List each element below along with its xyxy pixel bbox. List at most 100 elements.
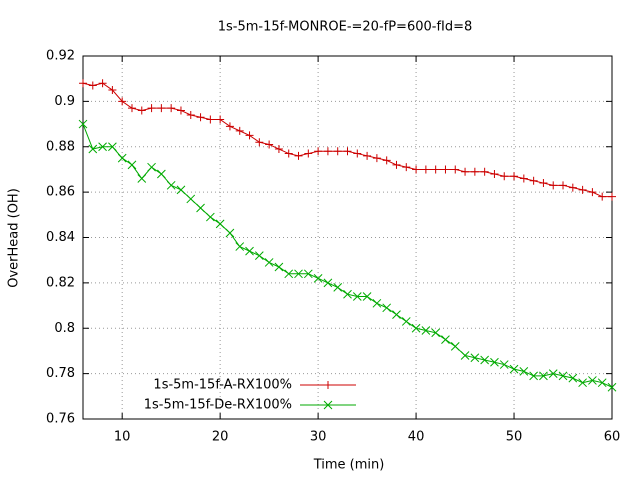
point [510, 172, 519, 181]
point [450, 342, 460, 351]
point [304, 149, 313, 158]
point [206, 115, 215, 124]
point [431, 328, 441, 338]
chart-title: 1s-5m-15f-MONROE-=20-fP=600-fId=8 [218, 20, 473, 35]
point [480, 355, 490, 365]
point [519, 174, 528, 183]
point [343, 289, 352, 299]
point [303, 269, 313, 279]
point [402, 163, 411, 172]
point [441, 165, 450, 174]
point [372, 298, 382, 308]
point [274, 145, 283, 154]
point [607, 382, 617, 392]
point [186, 194, 196, 204]
y-tick-label: 0.86 [46, 185, 75, 200]
point [245, 246, 254, 256]
point [559, 181, 568, 190]
x-tick-label: 10 [114, 430, 131, 445]
point [451, 165, 460, 174]
point [215, 219, 225, 229]
point [382, 303, 392, 313]
point [235, 242, 245, 251]
point [88, 81, 97, 90]
point [127, 104, 136, 113]
x-tick-label: 30 [310, 430, 327, 445]
point [500, 172, 509, 181]
point [108, 142, 117, 152]
point [186, 110, 195, 119]
point [166, 180, 176, 190]
point [157, 169, 166, 179]
point [333, 283, 343, 292]
point [352, 292, 362, 301]
x-axis-label: Time (min) [313, 458, 385, 473]
point [382, 156, 391, 165]
point [539, 371, 548, 381]
point [392, 310, 401, 319]
point [137, 174, 147, 183]
point [294, 269, 303, 279]
point [98, 142, 107, 152]
point [548, 369, 558, 378]
plot-border [82, 55, 613, 420]
point [216, 115, 225, 124]
point [284, 269, 294, 279]
point [176, 185, 186, 195]
y-tick-label: 0.82 [46, 275, 75, 290]
point [117, 153, 127, 163]
point [265, 140, 274, 149]
point [578, 185, 587, 194]
point [401, 317, 411, 326]
point [323, 278, 333, 288]
point [196, 203, 205, 213]
point [108, 86, 117, 95]
point [79, 79, 87, 88]
point [588, 376, 597, 385]
point [411, 323, 421, 333]
point [441, 335, 450, 344]
point [519, 367, 529, 376]
point [323, 147, 332, 156]
point [255, 138, 264, 147]
point [235, 126, 244, 135]
point [461, 167, 470, 176]
point [167, 104, 176, 113]
point [549, 181, 558, 190]
point [78, 119, 88, 129]
point [431, 165, 440, 174]
point [147, 162, 156, 172]
point [314, 147, 323, 156]
x-tick-label: 40 [408, 430, 425, 445]
point [558, 371, 568, 381]
point [421, 165, 430, 174]
y-tick-label: 0.78 [46, 366, 75, 381]
point [196, 113, 205, 122]
point [225, 122, 234, 131]
point [568, 183, 577, 192]
point [137, 106, 146, 115]
y-tick-label: 0.9 [54, 94, 75, 109]
point [412, 165, 421, 174]
x-tick-label: 20 [212, 430, 229, 445]
point [588, 188, 597, 197]
point [343, 147, 352, 156]
point [480, 167, 489, 176]
point [509, 364, 519, 374]
point [333, 147, 342, 156]
y-tick-label: 0.84 [46, 230, 75, 245]
legend-label: 1s-5m-15f-De-RX100% [144, 398, 292, 413]
point [176, 106, 185, 115]
point [362, 292, 372, 301]
point [470, 353, 480, 363]
y-tick-label: 0.88 [46, 139, 75, 154]
point [568, 373, 578, 383]
point [363, 151, 372, 160]
point [254, 251, 264, 261]
legend-label: 1s-5m-15f-A-RX100% [153, 378, 292, 393]
legend-marker [324, 381, 332, 389]
point [127, 160, 137, 170]
point [353, 149, 362, 158]
